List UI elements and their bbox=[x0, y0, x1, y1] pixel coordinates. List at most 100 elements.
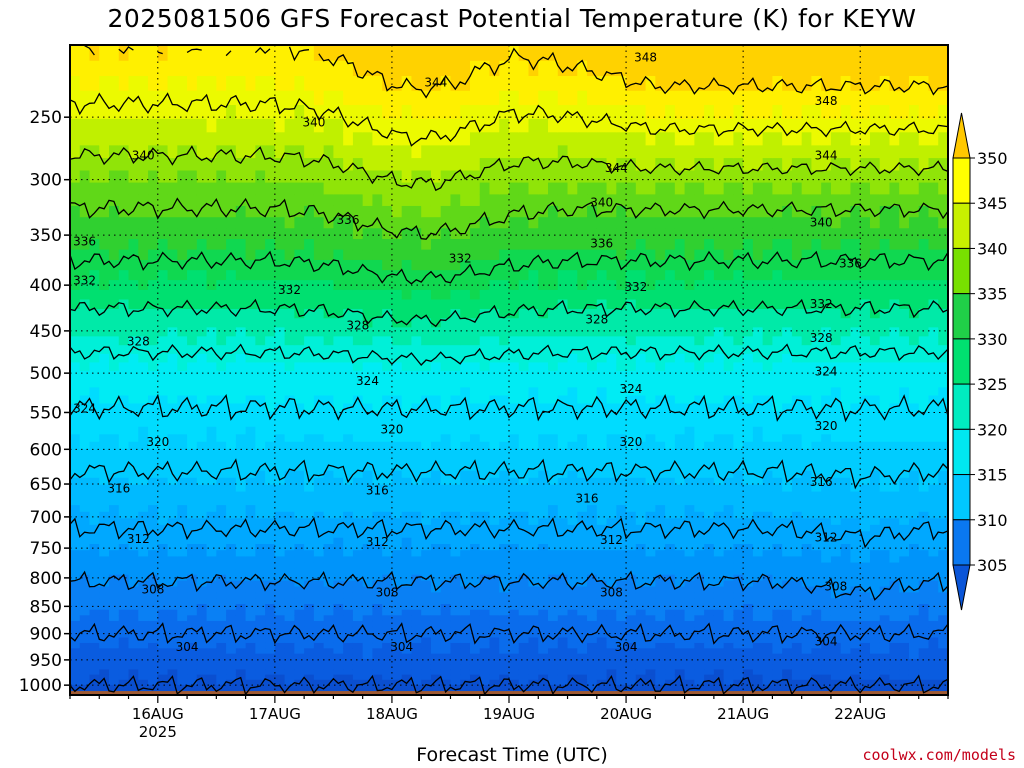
filled-cell bbox=[138, 259, 149, 271]
filled-cell bbox=[499, 574, 510, 582]
filled-cell bbox=[635, 308, 647, 319]
filled-cell bbox=[274, 308, 286, 319]
filled-cell bbox=[284, 449, 295, 458]
filled-cell bbox=[323, 463, 334, 472]
filled-cell bbox=[128, 434, 139, 443]
filled-cell bbox=[548, 182, 559, 196]
filled-cell bbox=[187, 170, 198, 184]
filled-cell bbox=[235, 318, 247, 328]
filled-cell bbox=[148, 609, 159, 616]
filled-cell bbox=[255, 524, 266, 532]
filled-cell bbox=[469, 463, 481, 472]
filled-cell bbox=[577, 170, 588, 184]
filled-cell bbox=[450, 592, 461, 599]
filled-cell bbox=[518, 642, 530, 649]
filled-cell bbox=[645, 537, 656, 545]
filled-cell bbox=[284, 158, 295, 172]
filled-cell bbox=[548, 684, 559, 691]
filled-cell bbox=[99, 379, 110, 389]
filled-cell bbox=[430, 574, 442, 582]
filled-cell bbox=[284, 642, 295, 649]
filled-cell bbox=[401, 170, 413, 184]
filled-cell bbox=[79, 182, 91, 196]
filled-cell bbox=[352, 632, 364, 639]
filled-cell bbox=[577, 674, 588, 681]
filled-cell bbox=[323, 653, 334, 660]
filled-cell bbox=[645, 586, 656, 594]
filled-cell bbox=[138, 182, 149, 196]
filled-cell bbox=[655, 556, 666, 564]
filled-cell bbox=[265, 308, 276, 319]
filled-cell bbox=[294, 449, 305, 458]
filled-cell bbox=[265, 194, 276, 207]
filled-cell bbox=[245, 505, 256, 513]
filled-cell bbox=[177, 664, 188, 671]
filled-cell bbox=[138, 118, 149, 133]
filled-cell bbox=[89, 626, 100, 633]
filled-cell bbox=[167, 426, 178, 435]
filled-cell bbox=[148, 648, 159, 655]
filled-cell bbox=[235, 289, 247, 301]
filled-cell bbox=[362, 118, 374, 133]
filled-cell bbox=[157, 132, 169, 146]
filled-cell bbox=[469, 345, 481, 355]
filled-cell bbox=[557, 550, 569, 558]
filled-cell bbox=[274, 441, 286, 450]
filled-cell bbox=[118, 90, 130, 106]
filled-cell bbox=[469, 609, 481, 616]
filled-cell bbox=[109, 550, 120, 558]
filled-cell bbox=[411, 592, 422, 599]
filled-cell bbox=[548, 441, 559, 450]
filled-cell bbox=[274, 345, 286, 355]
filled-cell bbox=[148, 289, 159, 301]
filled-cell bbox=[430, 669, 442, 676]
filled-cell bbox=[626, 289, 637, 301]
filled-cell bbox=[265, 664, 276, 671]
filled-cell bbox=[226, 441, 237, 450]
filled-cell bbox=[343, 411, 354, 420]
filled-cell bbox=[352, 411, 364, 420]
filled-cell bbox=[109, 194, 120, 207]
filled-cell bbox=[352, 531, 364, 539]
filled-cell bbox=[128, 537, 139, 545]
filled-cell bbox=[616, 395, 627, 405]
filled-cell bbox=[323, 543, 334, 551]
filled-cell bbox=[265, 217, 276, 229]
filled-cell bbox=[148, 586, 159, 594]
filled-cell bbox=[148, 598, 159, 605]
filled-cell bbox=[352, 228, 364, 240]
filled-cell bbox=[499, 182, 510, 196]
filled-cell bbox=[421, 353, 432, 364]
filled-cell bbox=[255, 249, 266, 261]
filled-cell bbox=[518, 145, 530, 159]
filled-cell bbox=[118, 511, 130, 519]
filled-cell bbox=[665, 658, 676, 665]
filled-cell bbox=[518, 505, 530, 513]
filled-cell bbox=[645, 609, 656, 616]
filled-cell bbox=[128, 387, 139, 397]
filled-cell bbox=[626, 642, 637, 649]
filled-cell bbox=[362, 477, 374, 486]
filled-cell bbox=[99, 484, 110, 493]
filled-cell bbox=[450, 434, 461, 443]
filled-cell bbox=[206, 318, 217, 328]
filled-cell bbox=[645, 370, 656, 380]
filled-cell bbox=[157, 426, 169, 435]
filled-cell bbox=[567, 308, 578, 319]
filled-cell bbox=[109, 632, 120, 639]
filled-cell bbox=[577, 684, 588, 691]
filled-cell bbox=[99, 228, 110, 240]
filled-cell bbox=[313, 524, 325, 532]
filled-cell bbox=[469, 145, 481, 159]
filled-cell bbox=[167, 395, 178, 405]
filled-cell bbox=[70, 441, 81, 450]
filled-cell bbox=[148, 441, 159, 450]
filled-cell bbox=[587, 426, 598, 435]
filled-cell bbox=[216, 308, 227, 319]
filled-cell bbox=[440, 105, 452, 120]
filled-cell bbox=[89, 615, 100, 622]
filled-cell bbox=[489, 524, 500, 532]
filled-cell bbox=[352, 345, 364, 355]
filled-cell bbox=[362, 289, 374, 301]
filled-cell bbox=[557, 586, 569, 594]
